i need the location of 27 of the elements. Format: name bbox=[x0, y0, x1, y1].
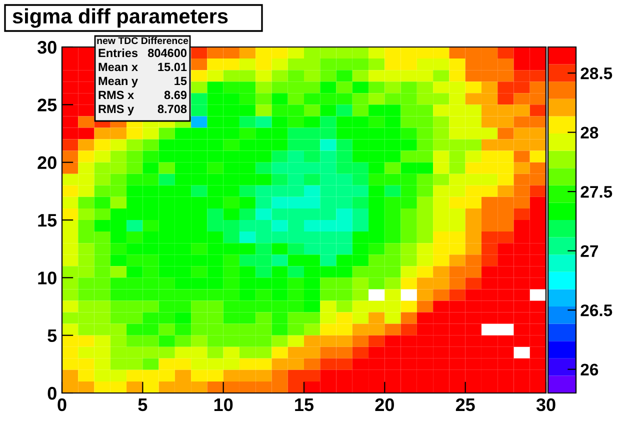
y-tick-label: 20 bbox=[38, 156, 56, 170]
color-bar-label: 28 bbox=[580, 126, 598, 139]
y-tick-label: 15 bbox=[38, 214, 57, 227]
annotation: Entries 804600 bbox=[98, 48, 187, 58]
color-bar-label: 26 bbox=[580, 364, 598, 376]
text: RMS x 8.69 bbox=[98, 90, 187, 100]
color-bar-label: 28.5 bbox=[580, 67, 612, 80]
color-bar-label: 27.5 bbox=[580, 186, 612, 198]
x-tick-label: 15 bbox=[295, 398, 314, 412]
x-tick-label: 10 bbox=[214, 398, 233, 412]
color-bar-label: 26.5 bbox=[580, 304, 612, 316]
x-tick-label: 20 bbox=[375, 398, 394, 412]
chart-title: sigma diff parameters bbox=[12, 8, 228, 28]
y-tick-label: 0 bbox=[48, 386, 56, 400]
color-bar-label: 27 bbox=[580, 245, 598, 257]
x-tick-label: 25 bbox=[456, 398, 475, 412]
text: new TDC Difference bbox=[97, 36, 188, 44]
y-tick-label: 30 bbox=[37, 40, 56, 54]
x-tick-label: 30 bbox=[536, 398, 556, 412]
x-tick-label: 0 bbox=[58, 398, 66, 412]
text: RMS y 8.708 bbox=[98, 104, 187, 116]
y-tick-label: 25 bbox=[38, 98, 57, 112]
y-tick-label: 5 bbox=[48, 329, 57, 342]
y-tick-label: 10 bbox=[38, 272, 56, 284]
text: Mean x 15.01 bbox=[98, 62, 187, 72]
x-tick-label: 5 bbox=[138, 398, 148, 412]
text: Mean y 15 bbox=[98, 76, 187, 88]
